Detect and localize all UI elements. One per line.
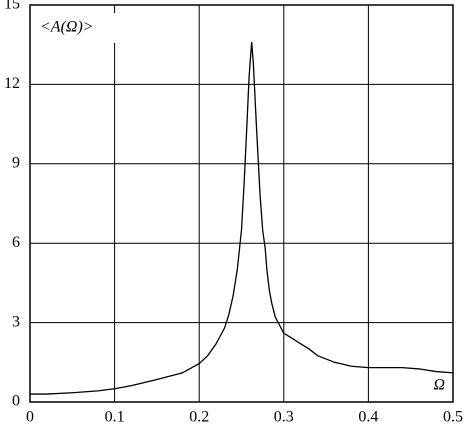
data-line xyxy=(30,42,454,395)
y-axis-label: <A(Ω)> xyxy=(40,19,94,36)
y-tick-label: 9 xyxy=(12,154,20,171)
x-tick-label: 0 xyxy=(26,409,34,426)
x-tick-label: 0.3 xyxy=(274,409,294,426)
label-background xyxy=(36,13,120,43)
x-axis-label: Ω xyxy=(433,377,445,394)
y-tick-label: 12 xyxy=(4,75,20,92)
y-tick-label: 3 xyxy=(12,313,20,330)
y-tick-label: 15 xyxy=(4,0,20,13)
plot-frame xyxy=(29,4,454,403)
x-tick-label: 0.4 xyxy=(358,409,378,426)
y-tick-label: 6 xyxy=(12,234,20,251)
x-tick-label: 0.1 xyxy=(105,409,125,426)
label-background xyxy=(423,374,449,398)
y-tick-label: 0 xyxy=(12,393,20,410)
x-tick-label: 0.5 xyxy=(443,409,463,426)
x-tick-label: 0.2 xyxy=(189,409,209,426)
